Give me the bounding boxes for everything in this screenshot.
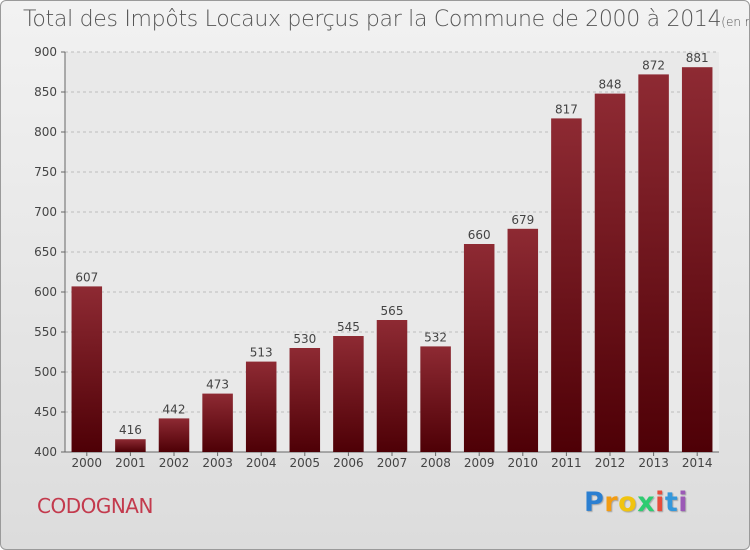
value-label: 679 [511,213,534,227]
bar [158,418,190,452]
value-label: 416 [119,423,142,437]
x-tick-label: 2010 [508,456,539,470]
y-tick-label: 850 [34,85,57,99]
x-tick-label: 2001 [115,456,146,470]
bar [202,393,233,452]
chart-unit: (en milliers d'€) [721,15,749,29]
value-label: 545 [337,320,360,334]
chart-title-text: Total des Impôts Locaux perçus par la Co… [23,7,722,32]
x-tick-label: 2011 [551,456,582,470]
value-label: 473 [206,378,229,392]
value-label: 607 [75,270,98,284]
y-tick-label: 750 [34,165,57,179]
commune-name: CODOGNAN [37,494,153,518]
bar [289,348,321,452]
bar [507,228,539,452]
value-label: 881 [686,51,709,65]
x-tick-label: 2013 [638,456,669,470]
value-label: 660 [468,228,491,242]
value-label: 817 [555,102,578,116]
value-label: 513 [250,346,273,360]
y-tick-label: 700 [34,205,57,219]
y-tick-label: 650 [34,245,57,259]
x-tick-label: 2004 [246,456,277,470]
chart-title: Total des Impôts Locaux perçus par la Co… [23,7,749,32]
value-label: 442 [163,402,186,416]
bar [115,439,146,452]
x-tick-label: 2014 [682,456,713,470]
y-tick-label: 400 [34,445,57,459]
value-label: 872 [642,58,665,72]
x-tick-label: 2006 [333,456,364,470]
bar [420,346,451,452]
logo-letter: P [584,487,605,518]
value-label: 530 [293,332,316,346]
value-label: 848 [599,78,622,92]
proxiti-logo: Proxiti [584,487,688,518]
x-tick-label: 2002 [159,456,190,470]
y-tick-label: 900 [34,45,57,59]
y-tick-label: 550 [34,325,57,339]
bar [376,320,408,452]
logo-letter: t [664,487,679,518]
bar [71,286,103,452]
y-tick-label: 800 [34,125,57,139]
value-label: 532 [424,330,447,344]
x-tick-label: 2000 [72,456,103,470]
bar [245,361,277,452]
logo-letter: r [604,487,619,518]
logo-letter: i [678,487,689,518]
logo-letter: i [655,487,665,518]
x-tick-label: 2005 [290,456,321,470]
bar [463,244,495,452]
bar [638,74,669,453]
logo-letter: o [618,487,638,518]
bar [333,336,364,452]
y-tick-label: 600 [34,285,57,299]
x-tick-label: 2012 [595,456,626,470]
value-label: 565 [381,304,404,318]
x-tick-label: 2009 [464,456,495,470]
y-tick-label: 500 [34,365,57,379]
y-tick-label: 450 [34,405,57,419]
logo-letter: x [637,487,656,518]
x-tick-label: 2008 [420,456,451,470]
bar [594,93,626,452]
x-tick-label: 2007 [377,456,408,470]
x-tick-label: 2003 [202,456,233,470]
bar [681,67,713,452]
bar [551,118,582,453]
